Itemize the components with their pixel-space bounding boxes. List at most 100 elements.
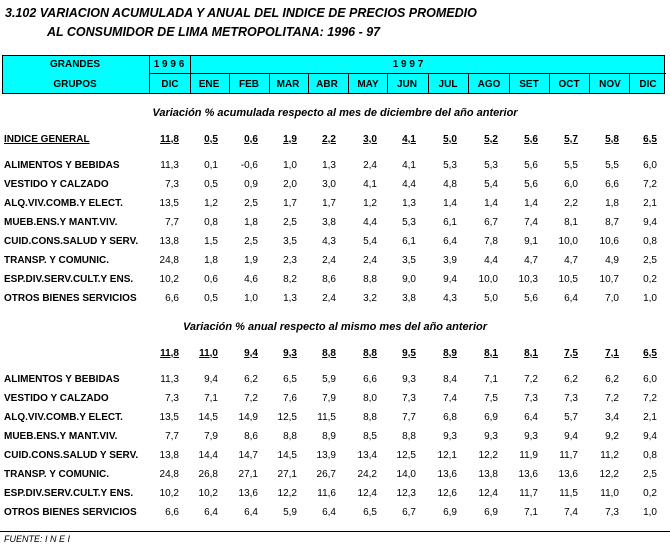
table-cell: 9,4: [564, 431, 578, 442]
table-cell: 9,3: [443, 431, 457, 442]
table-cell: 1,3: [322, 160, 336, 171]
table-cell: 8,8: [363, 412, 377, 423]
table-cell: 5,6: [524, 134, 538, 145]
table-cell: 5,0: [443, 134, 457, 145]
table-cell: 9,4: [643, 431, 657, 442]
header-rule: [149, 73, 666, 74]
table-cell: 6,5: [363, 507, 377, 518]
table-cell: 10,3: [518, 274, 538, 285]
table-cell: 6,7: [402, 507, 416, 518]
table-cell: 8,8: [402, 431, 416, 442]
table-cell: 4,1: [402, 160, 416, 171]
table-cell: 10,7: [599, 274, 619, 285]
table-cell: 5,6: [524, 179, 538, 190]
table-cell: 6,0: [564, 179, 578, 190]
table-cell: 3,8: [402, 293, 416, 304]
table-cell: 1,9: [244, 255, 258, 266]
table-cell: 11,5: [559, 488, 578, 499]
table-cell: 2,4: [363, 255, 377, 266]
table-cell: 0,5: [204, 293, 218, 304]
table-cell: 7,3: [165, 179, 179, 190]
table-cell: 7,6: [283, 393, 297, 404]
table-cell: 12,4: [357, 488, 377, 499]
table-cell: 2,4: [322, 293, 336, 304]
table-cell: 13,5: [159, 412, 179, 423]
table-cell: 13,9: [316, 450, 336, 461]
table-cell: 14,0: [396, 469, 416, 480]
table-cell: 2,5: [244, 236, 258, 247]
table-cell: 9,4: [244, 348, 258, 359]
header-divider: [428, 74, 429, 93]
table-cell: 6,9: [443, 507, 457, 518]
table-cell: 5,4: [484, 179, 498, 190]
table-cell: 0,8: [643, 450, 657, 461]
table-cell: 0,8: [643, 236, 657, 247]
table-row: CUID.CONS.SALUD Y SERV. 13,8 14,4 14,7 14,5 1…: [0, 450, 670, 464]
table-cell: 0,2: [643, 274, 657, 285]
table-cell: 7,2: [244, 393, 258, 404]
table-cell: 7,3: [165, 393, 179, 404]
table-cell: 8,6: [322, 274, 336, 285]
table-row: ESP.DIV.SERV.CULT.Y ENS. 10,2 0,6 4,6 8,2 8,6…: [0, 274, 670, 288]
table-cell: 26,7: [316, 469, 336, 480]
table-cell: 1,2: [363, 198, 377, 209]
table-cell: 8,1: [564, 217, 578, 228]
table-cell: 7,5: [484, 393, 498, 404]
table-cell: 10,2: [159, 488, 179, 499]
header-month: OCT: [558, 79, 580, 90]
table-cell: 6,5: [283, 374, 297, 385]
table-row: TRANSP. Y COMUNIC. 24,8 1,8 1,9 2,3 2,4 2,4 3,5…: [0, 255, 670, 269]
table-cell: 8,6: [244, 431, 258, 442]
table-cell: 5,7: [564, 412, 578, 423]
table-cell: 5,3: [484, 160, 498, 171]
header-year-1996: 1 9 9 6: [153, 59, 185, 70]
table-cell: 9,3: [402, 374, 416, 385]
table-cell: 6,4: [322, 507, 336, 518]
table-cell: 1,4: [484, 198, 498, 209]
table-cell: 4,4: [402, 179, 416, 190]
table-cell: 9,3: [484, 431, 498, 442]
table-cell: 2,1: [643, 412, 657, 423]
table-cell: 27,1: [277, 469, 297, 480]
table-cell: 0,6: [204, 274, 218, 285]
header-divider: [149, 56, 150, 93]
row-label: MUEB.ENS.Y MANT.VIV.: [4, 431, 118, 442]
header-divider: [387, 74, 388, 93]
table-cell: 11,6: [317, 488, 336, 499]
table-cell: 1,4: [443, 198, 457, 209]
table-row: MUEB.ENS.Y MANT.VIV. 7,7 7,9 8,6 8,8 8,9 8,5 8,…: [0, 431, 670, 445]
table-cell: 12,3: [396, 488, 416, 499]
table-cell: 6,1: [443, 217, 457, 228]
table-cell: 1,0: [643, 293, 657, 304]
table-cell: 27,1: [238, 469, 258, 480]
table-cell: 2,1: [643, 198, 657, 209]
table-cell: 2,5: [283, 217, 297, 228]
table-cell: 7,3: [402, 393, 416, 404]
table-cell: 6,6: [605, 179, 619, 190]
table-cell: 1,0: [244, 293, 258, 304]
table-cell: 4,1: [363, 179, 377, 190]
table-cell: 7,4: [524, 217, 538, 228]
table-cell: 3,2: [363, 293, 377, 304]
table-cell: 5,9: [283, 507, 297, 518]
table-cell: 1,8: [605, 198, 619, 209]
table-cell: 8,9: [322, 431, 336, 442]
table-cell: 5,3: [402, 217, 416, 228]
table-cell: 2,4: [363, 160, 377, 171]
table-cell: 2,2: [564, 198, 578, 209]
table-row: ALQ.VIV.COMB.Y ELECT. 13,5 14,5 14,9 12,5 11,…: [0, 412, 670, 426]
table-cell: 6,4: [443, 236, 457, 247]
table-cell: 1,4: [524, 198, 538, 209]
table-cell: 5,5: [564, 160, 578, 171]
table-cell: 3,0: [322, 179, 336, 190]
table-cell: 2,4: [322, 255, 336, 266]
table-cell: 10,2: [198, 488, 218, 499]
table-cell: 7,4: [564, 507, 578, 518]
table-cell: 4,9: [605, 255, 619, 266]
table-cell: 6,0: [643, 160, 657, 171]
table-cell: 8,5: [363, 431, 377, 442]
table-cell: 1,3: [283, 293, 297, 304]
table-cell: 13,8: [159, 450, 179, 461]
table-cell: 11,2: [600, 450, 619, 461]
table-cell: 12,4: [478, 488, 498, 499]
